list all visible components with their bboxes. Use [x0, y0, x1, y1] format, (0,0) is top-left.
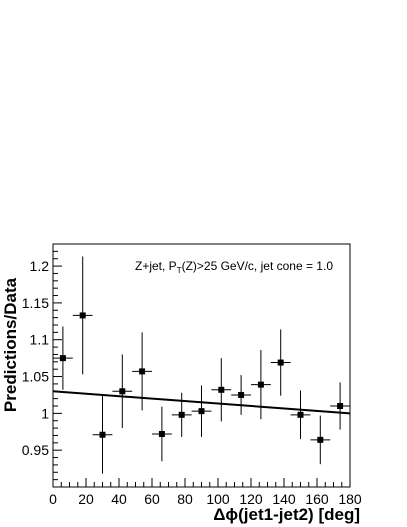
x-tick-label: 60	[144, 491, 160, 507]
x-tick-label: 120	[239, 491, 263, 507]
data-marker	[139, 368, 146, 375]
data-point	[53, 326, 73, 390]
x-tick-label: 0	[49, 491, 57, 507]
data-marker	[119, 388, 126, 395]
data-point	[310, 415, 331, 465]
data-marker	[257, 381, 264, 388]
data-marker	[337, 403, 344, 409]
x-axis-ticks: 0 20 40 60 80 100 120 140 160 180	[49, 478, 362, 507]
data-point	[92, 395, 113, 474]
annotation-prefix: Z+jet, P	[135, 259, 177, 273]
data-marker	[297, 411, 304, 418]
data-point	[112, 354, 133, 429]
data-marker	[198, 408, 205, 415]
data-marker	[317, 436, 324, 443]
data-marker	[59, 355, 66, 362]
data-point	[191, 385, 212, 437]
data-marker	[79, 312, 86, 319]
data-marker	[218, 386, 225, 393]
data-point	[231, 375, 251, 415]
y-tick-label: 1.1	[30, 332, 50, 348]
data-points-group	[53, 256, 350, 474]
x-tick-label: 180	[338, 491, 362, 507]
x-tick-label: 80	[177, 491, 193, 507]
y-tick-label: 0.95	[22, 442, 49, 458]
x-tick-label: 40	[111, 491, 127, 507]
data-point	[290, 390, 311, 440]
data-point	[171, 392, 192, 437]
y-tick-label: 1.2	[30, 258, 50, 274]
annotation-suffix: (Z)>25 GeV/c, jet cone = 1.0	[182, 259, 334, 273]
data-point	[132, 332, 152, 411]
data-marker	[178, 411, 185, 418]
data-marker	[277, 359, 284, 366]
x-tick-label: 20	[78, 491, 94, 507]
y-axis-ticks: 0.95 1 1.05 1.1 1.15 1.2	[22, 243, 62, 488]
data-point	[251, 350, 271, 420]
data-point	[330, 382, 350, 430]
x-tick-label: 100	[206, 491, 230, 507]
x-axis-title: Δϕ(jet1-jet2) [deg]	[213, 505, 360, 524]
y-tick-label: 1	[41, 405, 49, 421]
data-point	[152, 406, 172, 462]
y-tick-label: 1.05	[22, 369, 49, 385]
data-point	[270, 329, 291, 396]
data-marker	[99, 431, 106, 438]
y-axis-title: Predictions/Data	[1, 277, 20, 412]
x-tick-label: 140	[272, 491, 296, 507]
y-tick-label: 1.15	[22, 295, 49, 311]
data-point	[211, 358, 232, 422]
chart-annotation: Z+jet, PT(Z)>25 GeV/c, jet cone = 1.0	[135, 259, 333, 275]
data-point	[72, 256, 93, 375]
data-marker	[158, 430, 165, 437]
x-tick-label: 160	[305, 491, 329, 507]
data-marker	[238, 391, 245, 398]
annotation-subscript: T	[177, 266, 182, 275]
